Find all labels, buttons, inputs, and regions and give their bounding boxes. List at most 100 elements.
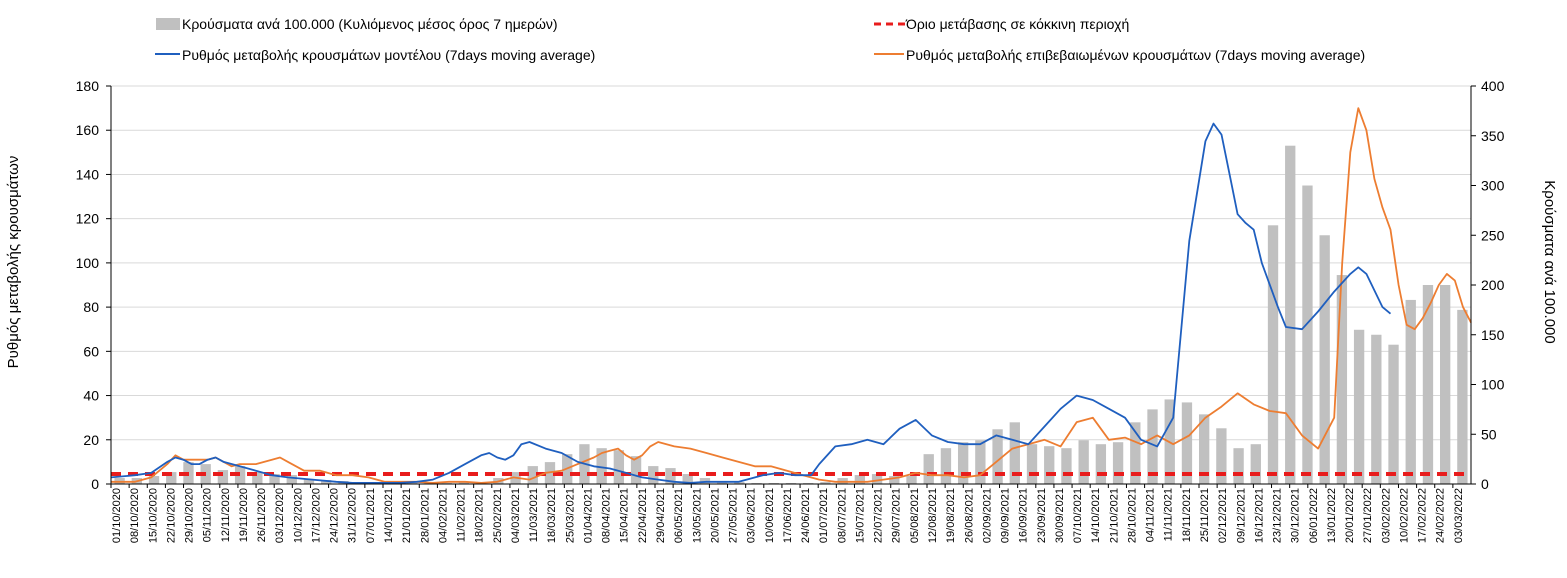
x-tick-label: 25/03/2021 <box>564 488 576 543</box>
x-tick-label: 15/07/2021 <box>854 488 866 543</box>
bar <box>1250 444 1261 484</box>
axes <box>110 86 1472 485</box>
x-tick-label: 01/10/2020 <box>111 488 123 543</box>
bar <box>1353 329 1365 484</box>
left-tick-label: 80 <box>83 299 99 315</box>
bar <box>1147 409 1158 484</box>
bar <box>1216 428 1227 484</box>
left-tick-label: 0 <box>91 476 99 492</box>
bar <box>734 482 745 484</box>
right-tick-label: 100 <box>1481 377 1505 393</box>
x-tick-label: 12/08/2021 <box>927 488 939 543</box>
x-tick-label: 03/06/2021 <box>746 488 758 543</box>
line-confirmed-cases <box>111 107 1472 484</box>
left-tick-label: 180 <box>76 78 100 94</box>
bar <box>1112 442 1124 484</box>
x-tick-label: 13/05/2021 <box>691 488 703 543</box>
left-tick-label: 140 <box>76 166 100 182</box>
left-tick-label: 40 <box>83 388 99 404</box>
legend-label-model: Ρυθμός μεταβολής κρουσμάτων μοντέλου (7d… <box>182 47 595 63</box>
x-tick-label: 21/10/2021 <box>1108 488 1120 543</box>
right-tick-label: 150 <box>1481 327 1505 343</box>
x-tick-label: 22/04/2021 <box>637 488 649 543</box>
bar <box>234 466 246 484</box>
bar <box>527 466 538 484</box>
x-tick-label: 25/11/2021 <box>1199 488 1211 542</box>
x-tick-label: 24/12/2020 <box>329 488 341 543</box>
bar <box>1457 309 1468 484</box>
left-axis-ticks: 0 20 40 60 80 100 120 140 160 180 <box>76 78 111 492</box>
x-tick-label: 08/04/2021 <box>601 488 613 543</box>
line-series <box>110 107 1472 484</box>
x-tick-label: 07/10/2021 <box>1072 488 1084 543</box>
bar <box>1285 145 1296 484</box>
x-tick-label: 29/04/2021 <box>655 488 667 543</box>
left-tick-label: 160 <box>76 122 100 138</box>
x-tick-label: 06/05/2021 <box>673 488 685 543</box>
x-tick-label: 01/04/2021 <box>582 488 594 543</box>
bar <box>1181 402 1193 484</box>
x-tick-label: 26/08/2021 <box>963 488 975 543</box>
bar <box>148 476 160 484</box>
legend: Κρούσματα ανά 100.000 (Κυλιόμενος μέσος … <box>155 16 1365 63</box>
x-tick-label: 12/11/2020 <box>220 488 232 542</box>
bar <box>613 450 625 484</box>
bar <box>648 466 659 484</box>
x-tick-label: 16/09/2021 <box>1018 488 1030 543</box>
right-tick-label: 0 <box>1481 476 1489 492</box>
bar <box>303 479 315 484</box>
x-tick-label: 31/12/2020 <box>347 488 359 543</box>
right-tick-label: 50 <box>1481 426 1497 442</box>
legend-label-threshold: Όριο μετάβασης σε κόκκινη περιοχή <box>905 16 1129 32</box>
bar-series-cases <box>114 145 1468 485</box>
x-tick-label: 20/01/2022 <box>1344 488 1356 543</box>
bar <box>1009 422 1020 484</box>
x-tick-label: 08/07/2021 <box>836 488 848 543</box>
bar <box>1130 422 1141 484</box>
x-tick-label: 09/09/2021 <box>1000 488 1012 543</box>
x-tick-label: 05/11/2020 <box>202 488 214 542</box>
bar <box>957 442 969 484</box>
x-tick-label: 07/01/2021 <box>365 488 377 543</box>
legend-label-confirmed: Ρυθμός μεταβολής επιβεβαιωμένων κρουσμάτ… <box>906 47 1365 63</box>
x-tick-label: 13/01/2022 <box>1326 488 1338 543</box>
x-tick-label: 29/07/2021 <box>891 488 903 543</box>
bar <box>1440 285 1451 484</box>
bar <box>1095 444 1107 484</box>
x-tick-label: 02/09/2021 <box>981 488 993 543</box>
right-axis-ticks: 0 50 100 150 200 250 300 350 400 <box>1471 78 1505 492</box>
bar <box>1267 225 1279 485</box>
bar <box>682 474 693 484</box>
x-tick-label: 14/01/2021 <box>383 488 395 543</box>
bar <box>889 476 900 484</box>
legend-swatch-bar <box>156 18 180 30</box>
bar <box>1319 235 1330 484</box>
x-tick-label: 17/02/2022 <box>1417 488 1429 543</box>
x-tick-label: 24/06/2021 <box>800 488 812 543</box>
bar <box>1336 275 1348 484</box>
bar <box>1233 448 1244 484</box>
x-tick-label: 10/02/2022 <box>1398 488 1410 543</box>
x-tick-label: 03/03/2022 <box>1453 488 1465 543</box>
bar <box>665 468 676 484</box>
x-tick-label: 15/10/2020 <box>147 488 159 543</box>
right-axis-title: Κρούσματα ανά 100.000 <box>1541 180 1558 343</box>
bar <box>992 429 1003 484</box>
bar <box>975 440 986 484</box>
bar <box>458 482 470 484</box>
x-tick-label: 03/12/2020 <box>274 488 286 543</box>
x-tick-label: 23/12/2021 <box>1272 488 1284 543</box>
bar <box>906 476 917 484</box>
x-tick-label: 14/10/2021 <box>1090 488 1102 543</box>
bar <box>286 475 297 484</box>
x-tick-label: 17/12/2020 <box>310 488 322 543</box>
x-tick-label: 11/03/2021 <box>528 488 540 542</box>
x-tick-label: 03/02/2022 <box>1380 488 1392 543</box>
bar <box>166 472 177 484</box>
right-tick-label: 300 <box>1481 178 1505 194</box>
x-tick-label: 23/09/2021 <box>1036 488 1048 543</box>
x-tick-label: 04/02/2021 <box>437 488 449 543</box>
x-tick-label: 22/07/2021 <box>873 488 885 543</box>
x-axis-ticks: 01/10/2020 08/10/2020 15/10/2020 22/10/2020… <box>110 484 1465 543</box>
